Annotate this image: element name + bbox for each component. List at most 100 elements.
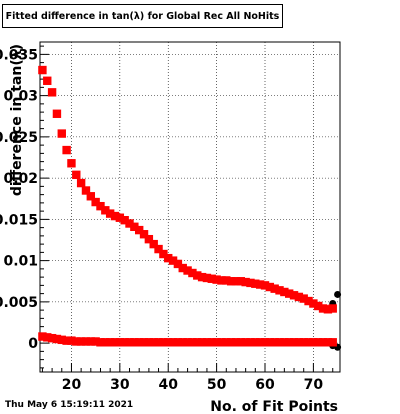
data-point-square	[183, 266, 192, 275]
data-point-square	[270, 338, 279, 347]
data-point-square	[96, 201, 105, 211]
data-point-square	[323, 305, 333, 314]
x-axis-title: No. of Fit Points	[210, 399, 338, 414]
x-tick-label: 30	[110, 377, 130, 393]
data-point-square	[164, 338, 173, 347]
data-point-square	[43, 76, 52, 85]
data-point-square	[81, 186, 91, 195]
data-point-square	[183, 338, 192, 347]
data-point-square	[280, 338, 289, 347]
data-point-square	[202, 338, 212, 347]
data-point-square	[251, 279, 260, 288]
data-point-square	[309, 338, 318, 347]
data-point-square	[304, 296, 313, 306]
data-point-square	[72, 170, 81, 180]
x-tick-label: 50	[207, 377, 227, 393]
data-point-square	[314, 301, 323, 311]
data-point-square	[241, 338, 250, 347]
data-point-square	[91, 197, 100, 207]
data-point-square	[57, 335, 66, 345]
data-point-square	[226, 277, 236, 286]
chart-title: Fitted difference in tan(λ) for Global R…	[2, 4, 283, 28]
y-tick-label: 0.03	[3, 89, 38, 105]
data-point-square	[323, 338, 333, 347]
data-point-circle	[334, 290, 342, 298]
data-point-square	[47, 88, 57, 97]
data-point-square	[255, 280, 265, 289]
data-point-square	[134, 338, 144, 347]
timestamp: Thu May 6 15:19:11 2021	[5, 400, 134, 410]
data-point-square	[76, 178, 86, 188]
data-point-square	[67, 336, 76, 345]
data-point-square	[284, 338, 294, 347]
y-axis-title: difference in tan(λ)	[9, 44, 25, 196]
data-point-square	[168, 338, 178, 347]
data-point-square	[43, 333, 52, 342]
data-point-square	[246, 338, 255, 347]
data-point-square	[328, 304, 337, 313]
data-point-square	[304, 338, 313, 347]
data-point-square	[299, 294, 308, 303]
data-point-square	[212, 338, 221, 347]
data-point-square	[217, 276, 226, 285]
axis-ticks	[40, 45, 334, 372]
data-point-square	[236, 338, 246, 347]
data-point-square	[246, 278, 255, 288]
data-point-square	[86, 192, 96, 201]
y-tick-label: 0.01	[3, 254, 38, 270]
data-point-square	[222, 338, 231, 347]
data-point-square	[130, 222, 139, 231]
data-point-square	[178, 338, 187, 347]
data-point-square	[62, 336, 71, 345]
data-point-square	[289, 338, 299, 347]
data-point-square	[101, 206, 110, 215]
data-point-square	[154, 244, 163, 254]
data-point-square	[144, 234, 154, 244]
data-point-square	[105, 209, 115, 218]
data-point-square	[110, 338, 120, 347]
data-point-square	[328, 338, 337, 347]
data-point-square	[173, 259, 183, 269]
data-point-square	[299, 338, 308, 347]
data-point-square	[193, 271, 202, 280]
data-point-square	[164, 253, 173, 263]
data-point-square	[52, 334, 62, 344]
data-point-square	[120, 216, 129, 225]
grid-lines	[40, 42, 340, 372]
data-point-square	[76, 337, 86, 346]
y-tick-label: 0.025	[0, 130, 38, 146]
data-point-square	[149, 338, 158, 347]
data-point-square	[226, 338, 236, 347]
data-markers	[38, 65, 342, 351]
x-tick-label: 70	[304, 377, 324, 393]
data-point-square	[217, 338, 226, 347]
data-point-square	[115, 338, 125, 347]
data-point-square	[168, 256, 178, 265]
data-point-square	[251, 338, 260, 347]
data-point-square	[91, 337, 100, 346]
data-point-square	[144, 338, 154, 347]
x-tick-label: 60	[255, 377, 275, 393]
data-point-square	[96, 338, 105, 347]
data-point-square	[62, 145, 71, 155]
x-tick-label: 40	[158, 377, 178, 393]
data-point-square	[222, 276, 231, 285]
plot-frame	[39, 41, 341, 373]
data-point-square	[270, 284, 279, 293]
data-point-square	[110, 211, 120, 221]
data-point-square	[173, 338, 183, 347]
data-point-square	[67, 159, 76, 168]
data-point-square	[86, 337, 96, 346]
data-point-square	[289, 291, 299, 300]
data-point-square	[197, 338, 207, 347]
data-point-square	[207, 338, 216, 347]
data-point-square	[231, 338, 241, 347]
data-point-square	[188, 338, 197, 347]
data-point-square	[236, 277, 246, 286]
data-point-square	[197, 272, 207, 282]
data-point-square	[294, 338, 304, 347]
data-point-square	[318, 304, 328, 313]
data-point-square	[125, 338, 134, 347]
data-point-square	[318, 338, 328, 347]
